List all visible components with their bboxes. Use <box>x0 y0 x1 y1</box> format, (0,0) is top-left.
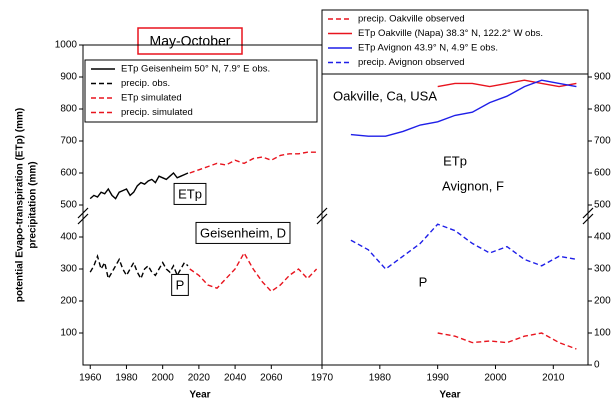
legend-label: precip. simulated <box>121 107 193 118</box>
y-tick-label: 100 <box>594 328 611 339</box>
legend-label: precip. Oakville observed <box>358 14 465 25</box>
y-tick-label: 900 <box>594 72 611 83</box>
legend-label: ETp Geisenheim 50° N, 7.9° E obs. <box>121 64 270 75</box>
x-tick-label: 2010 <box>542 373 565 384</box>
y-tick-label: 800 <box>60 104 77 115</box>
annotation: Geisenheim, D <box>200 225 286 240</box>
data-line <box>437 332 577 350</box>
y-axis-label: precipitation (mm) <box>28 161 39 248</box>
legend-label: ETp simulated <box>121 93 182 104</box>
y-tick-label: 700 <box>594 136 611 147</box>
axis-break <box>77 207 594 225</box>
x-tick-label: 2060 <box>260 373 283 384</box>
y-axis-label: potential Evapo-transpiration (ETp) (mm) <box>15 108 26 302</box>
data-line <box>189 151 317 174</box>
y-tick-label: 300 <box>594 264 611 275</box>
annotation-box <box>195 221 291 244</box>
y-tick-label: 100 <box>60 328 77 339</box>
x-tick-label: 2000 <box>152 373 175 384</box>
y-tick-label: 600 <box>60 168 77 179</box>
x-tick-label: 1980 <box>115 373 138 384</box>
data-line <box>350 79 577 137</box>
x-tick-label: 2040 <box>224 373 247 384</box>
data-line <box>189 251 318 293</box>
y-tick-label: 300 <box>60 264 77 275</box>
x-tick-label: 1980 <box>369 373 392 384</box>
y-tick-label: 400 <box>60 232 77 243</box>
legend-box <box>321 9 589 75</box>
data-line <box>437 79 577 88</box>
y-tick-label: 200 <box>60 296 77 307</box>
annotation-box <box>173 182 207 205</box>
y-tick-label: 900 <box>60 72 77 83</box>
data-line <box>89 253 189 281</box>
x-tick-label: 1990 <box>427 373 450 384</box>
legend-label: ETp Avignon 43.9° N, 4.9° E obs. <box>358 43 498 54</box>
y-tick-label: 800 <box>594 104 611 115</box>
annotation: Avignon, F <box>442 178 504 193</box>
data-line <box>350 223 577 270</box>
annotation: P <box>176 277 185 292</box>
y-tick-label: 1000 <box>55 40 78 51</box>
title-box <box>137 27 243 55</box>
y-tick-label: 0 <box>594 360 600 371</box>
x-tick-label: 1960 <box>79 373 102 384</box>
annotation: ETp <box>443 153 467 168</box>
y-tick-label: 600 <box>594 168 611 179</box>
x-tick-label: 1970 <box>311 373 334 384</box>
y-tick-label: 200 <box>594 296 611 307</box>
legend-label: ETp Oakville (Napa) 38.3° N, 122.2° W ob… <box>358 28 543 39</box>
y-tick-label: 500 <box>594 200 611 211</box>
x-tick-label: 2020 <box>188 373 211 384</box>
annotation: ETp <box>178 186 202 201</box>
annotation-box <box>171 273 189 296</box>
chart-title: May-October <box>150 33 231 49</box>
x-tick-label: 2000 <box>484 373 507 384</box>
x-axis-label: Year <box>439 390 460 401</box>
annotation: P <box>419 274 428 289</box>
legend-label: precip. obs. <box>121 78 170 89</box>
x-axis-label: Year <box>189 390 210 401</box>
legend-label: precip. Avignon observed <box>358 57 465 68</box>
data-line <box>89 171 189 200</box>
y-tick-label: 500 <box>60 200 77 211</box>
annotation: Oakville, Ca, USA <box>333 88 437 103</box>
y-tick-label: 400 <box>594 232 611 243</box>
y-tick-label: 700 <box>60 136 77 147</box>
legend-box <box>84 59 318 123</box>
